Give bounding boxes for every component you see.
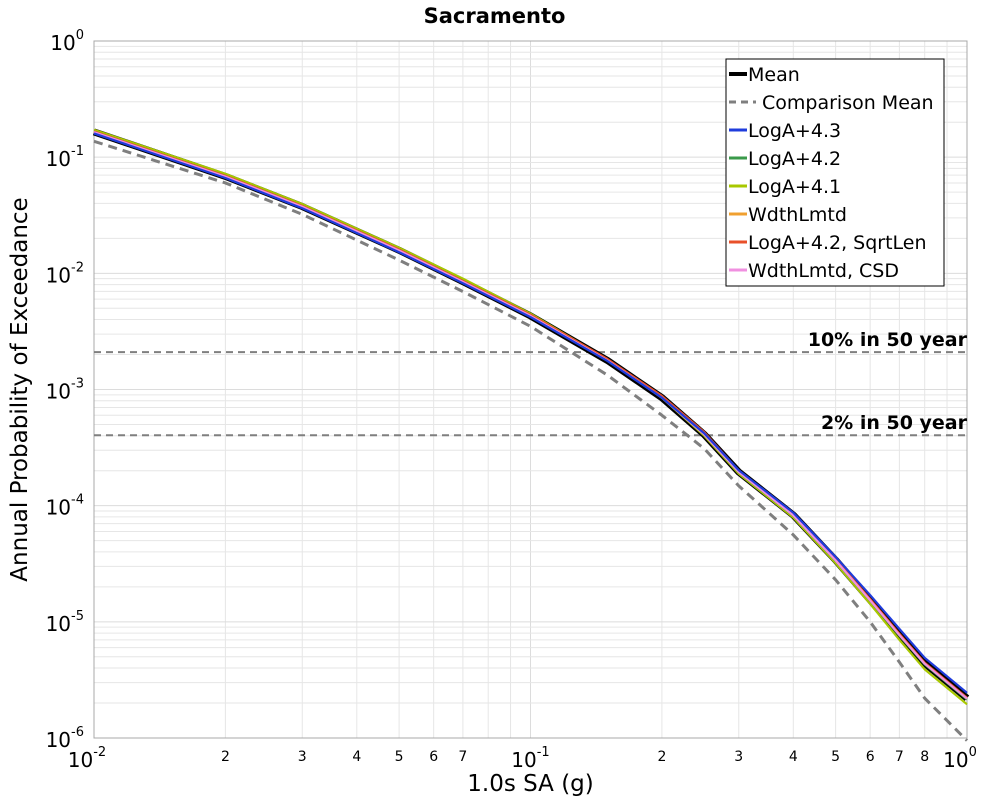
- x-minor-tick-label: 8: [920, 749, 929, 765]
- x-axis-label: 1.0s SA (g): [467, 771, 594, 797]
- legend-entry-label: WdthLmtd: [748, 204, 847, 226]
- legend-entry-label: Mean: [748, 64, 800, 86]
- x-minor-tick-label: 5: [831, 749, 840, 765]
- y-tick-label: 100: [50, 28, 84, 55]
- series-line-loga-4-3: [93, 132, 968, 694]
- reference-lines: 10% in 50 year 2% in 50 year: [94, 329, 968, 437]
- plot-area: [93, 40, 968, 739]
- y-tick-label: 10-1: [46, 144, 84, 171]
- x-tick-label: 10-2: [68, 745, 106, 772]
- legend-entry-label: LogA+4.2: [748, 148, 841, 170]
- x-minor-tick-label: 7: [458, 749, 467, 765]
- y-tick-labels: 100 10-1 10-2 10-3 10-4 10-5 10-6: [46, 28, 84, 752]
- x-tick-label: 100: [943, 745, 977, 772]
- y-tick-label: 10-4: [46, 493, 84, 520]
- legend-entry-label: LogA+4.1: [748, 176, 841, 198]
- series-line-comparison-mean: [93, 139, 969, 742]
- x-minor-tick-label: 6: [429, 749, 438, 765]
- y-axis-label: Annual Probability of Exceedance: [7, 197, 33, 581]
- legend-entry-label: LogA+4.3: [748, 120, 841, 142]
- x-minor-tick-label: 4: [789, 749, 798, 765]
- reference-line-label: 2% in 50 year: [821, 412, 968, 434]
- x-minor-tick-label: 3: [298, 749, 307, 765]
- x-minor-tick-label: 4: [352, 749, 361, 765]
- x-minor-tick-label: 6: [866, 749, 875, 765]
- y-tick-label: 10-3: [46, 377, 84, 404]
- legend-entry-label: WdthLmtd, CSD: [748, 260, 899, 282]
- y-tick-label: 10-6: [46, 725, 84, 752]
- legend: Mean Comparison Mean LogA+4.3 LogA+4.2 LogA+…: [725, 58, 945, 287]
- y-tick-label: 10-2: [46, 260, 84, 287]
- legend-entry-label: Comparison Mean: [762, 92, 934, 114]
- x-minor-tick-label: 7: [895, 749, 904, 765]
- legend-box: [725, 58, 945, 287]
- x-minor-tick-label: 2: [657, 749, 666, 765]
- reference-line-label: 10% in 50 year: [808, 329, 968, 351]
- x-minor-tick-label: 2: [221, 749, 230, 765]
- legend-entry-label: LogA+4.2, SqrtLen: [748, 232, 927, 254]
- series-lines: [92, 128, 970, 742]
- y-tick-label: 10-5: [46, 609, 84, 636]
- x-minor-tick-label: 3: [734, 749, 743, 765]
- x-tick-label: 10-1: [511, 745, 549, 772]
- x-minor-tick-label: 5: [395, 749, 404, 765]
- chart-title: Sacramento: [424, 4, 566, 28]
